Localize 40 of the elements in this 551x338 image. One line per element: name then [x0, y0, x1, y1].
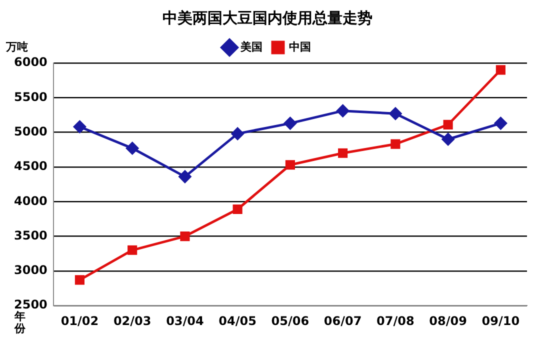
- chart-title: 中美两国大豆国内使用总量走势: [162, 8, 372, 27]
- x-tick-label: 05/06: [271, 314, 310, 328]
- point: [390, 139, 400, 149]
- point: [178, 170, 192, 183]
- y-tick-label: 5000: [14, 124, 48, 138]
- x-tick-label: 04/05: [218, 314, 256, 328]
- point: [496, 65, 506, 75]
- x-tick-label: 02/03: [113, 314, 152, 328]
- point: [231, 127, 244, 140]
- x-axis-title: 年份: [14, 310, 26, 335]
- x-tick-label: 09/10: [482, 314, 520, 328]
- point: [284, 117, 296, 130]
- point: [180, 232, 190, 242]
- x-tick-label: 03/04: [166, 314, 204, 328]
- y-tick-label: 6000: [14, 55, 48, 70]
- y-tick-label: 2500: [14, 298, 48, 312]
- y-axis-title: 万吨: [5, 40, 28, 54]
- y-tick-label: 5500: [14, 90, 48, 104]
- y-tick-label: 4500: [14, 159, 48, 174]
- point: [336, 104, 350, 118]
- legend-label: 美国: [240, 40, 262, 54]
- x-tick-label: 08/09: [429, 314, 467, 328]
- point: [494, 117, 507, 130]
- point: [74, 275, 84, 285]
- y-tick-label: 3000: [14, 263, 48, 278]
- legend-label: 中国: [289, 40, 311, 54]
- point: [128, 245, 138, 255]
- point: [443, 120, 453, 130]
- point: [126, 142, 139, 155]
- point: [389, 107, 402, 120]
- x-tick-label: 01/02: [60, 314, 99, 328]
- point: [285, 160, 295, 170]
- point: [73, 120, 86, 134]
- y-tick-label: 4000: [14, 194, 48, 208]
- point: [442, 132, 454, 146]
- y-tick-label: 3500: [14, 228, 48, 242]
- point: [232, 204, 242, 214]
- x-tick-label: 06/07: [324, 314, 362, 328]
- point: [338, 148, 348, 158]
- x-tick-label: 07/08: [376, 314, 414, 328]
